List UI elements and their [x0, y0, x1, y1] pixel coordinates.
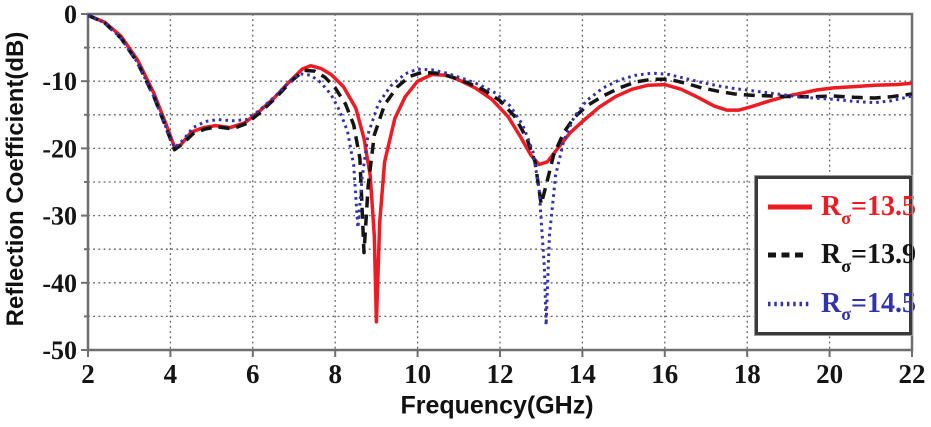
x-tick-label: 22: [899, 359, 926, 389]
legend-label: Rσ=13.5: [821, 191, 916, 228]
x-tick-label: 18: [734, 359, 761, 389]
x-tick-label: 10: [404, 359, 431, 389]
x-tick-label: 12: [487, 359, 514, 389]
legend-item-r13-5: Rσ=13.5: [766, 193, 916, 227]
y-axis-title: Reflection Coefficient(dB): [2, 31, 29, 327]
y-tick-label: -50: [42, 336, 77, 365]
legend-label: Rσ=14.5: [821, 287, 916, 325]
legend-label: Rσ=13.9: [821, 239, 916, 277]
series-curve-dashed: [88, 14, 912, 255]
y-tick-label: -10: [42, 67, 77, 96]
y-tick-label: -30: [42, 202, 77, 231]
legend-item-r14-5: Rσ=14.5: [766, 289, 916, 323]
x-axis-title: Frequency(GHz): [400, 391, 594, 420]
legend-line-solid-icon: [768, 204, 812, 210]
x-tick-label: 14: [569, 359, 596, 389]
y-tick-label: -40: [42, 269, 77, 298]
y-tick-label: -20: [42, 134, 77, 163]
legend-line-dashed-icon: [768, 252, 808, 258]
y-tick-label: 0: [64, 0, 77, 29]
x-tick-label: 8: [328, 359, 342, 389]
x-tick-label: 6: [246, 359, 260, 389]
legend-item-r13-9: Rσ=13.9: [766, 241, 916, 275]
x-tick-label: 2: [81, 359, 95, 389]
legend-line-dotted-icon: [768, 301, 810, 307]
legend-box: Rσ=13.5 Rσ=13.9 Rσ=14.5: [754, 175, 916, 336]
x-tick-label: 16: [651, 359, 678, 389]
x-tick-label: 4: [164, 359, 178, 389]
x-tick-label: 20: [816, 359, 843, 389]
